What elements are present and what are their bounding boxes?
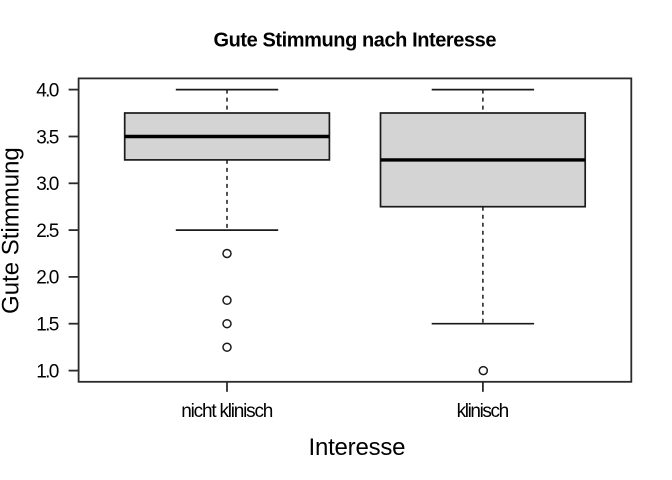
svg-text:3.5: 3.5: [36, 127, 59, 148]
svg-text:2.5: 2.5: [36, 221, 59, 242]
svg-text:klinisch: klinisch: [457, 401, 510, 422]
svg-text:3.0: 3.0: [36, 174, 59, 195]
svg-text:1.5: 1.5: [36, 315, 59, 336]
svg-text:Interesse: Interesse: [309, 434, 406, 461]
svg-text:Gute Stimmung: Gute Stimmung: [0, 147, 25, 314]
svg-text:4.0: 4.0: [36, 80, 59, 101]
svg-text:Gute Stimmung nach Interesse: Gute Stimmung nach Interesse: [214, 30, 497, 52]
svg-text:1.0: 1.0: [36, 361, 59, 382]
svg-text:2.0: 2.0: [36, 268, 59, 289]
svg-text:nicht klinisch: nicht klinisch: [181, 401, 273, 422]
